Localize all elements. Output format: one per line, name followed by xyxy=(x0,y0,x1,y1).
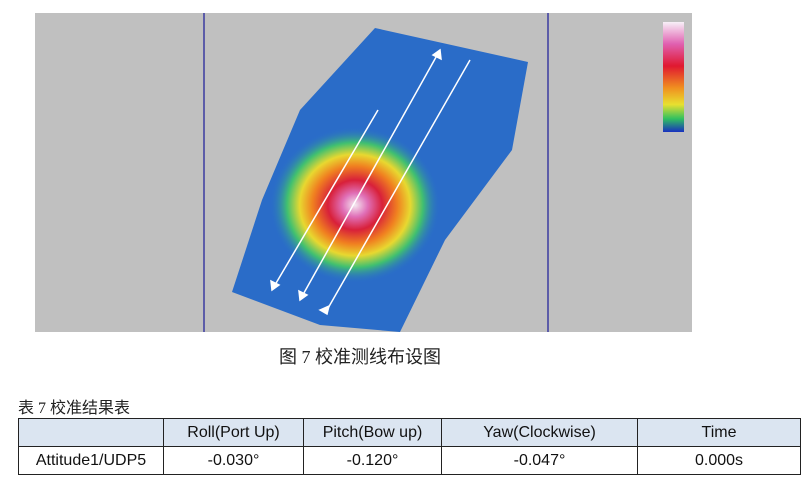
header-row: Roll(Port Up) Pitch(Bow up) Yaw(Clockwis… xyxy=(18,418,801,447)
survey-lines xyxy=(270,48,471,316)
depth-anomaly xyxy=(270,127,440,283)
header-cell xyxy=(18,418,164,447)
result-table: Roll(Port Up) Pitch(Bow up) Yaw(Clockwis… xyxy=(18,418,801,475)
cell: -0.047° xyxy=(441,446,638,475)
row-label: Attitude1/UDP5 xyxy=(18,446,164,475)
data-row: Attitude1/UDP5 -0.030° -0.120° -0.047° 0… xyxy=(18,446,801,475)
cell: -0.120° xyxy=(303,446,442,475)
header-cell: Time xyxy=(637,418,801,447)
header-cell: Yaw(Clockwise) xyxy=(441,418,638,447)
survey-figure xyxy=(35,13,692,332)
table-caption: 表 7 校准结果表 xyxy=(18,400,131,417)
color-scale xyxy=(663,22,684,132)
cell: -0.030° xyxy=(163,446,304,475)
figure-caption: 图 7 校准测线布设图 xyxy=(279,347,441,367)
cell: 0.000s xyxy=(637,446,801,475)
header-cell: Roll(Port Up) xyxy=(163,418,304,447)
header-cell: Pitch(Bow up) xyxy=(303,418,442,447)
